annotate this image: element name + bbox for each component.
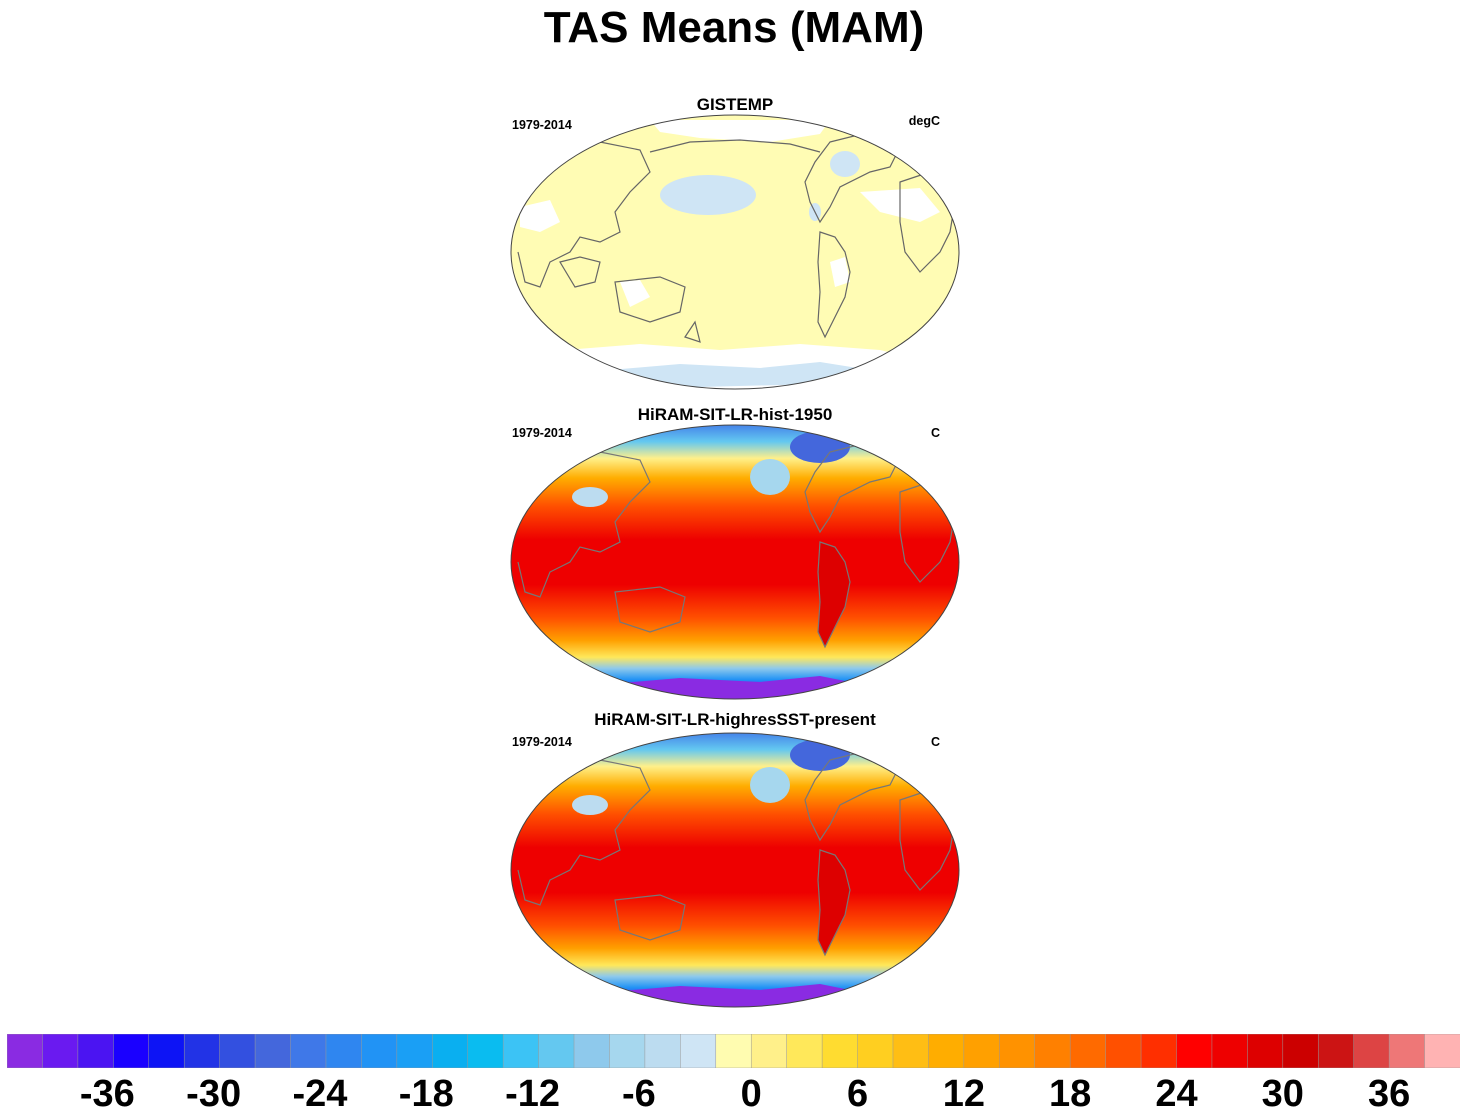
colorbar-swatch [1282, 1034, 1319, 1068]
colorbar-tick-label: 6 [846, 1073, 869, 1115]
colorbar-swatch [1211, 1034, 1248, 1068]
panel-period-label: 1979-2014 [512, 118, 572, 132]
colorbar-swatch [1388, 1034, 1426, 1068]
colorbar-swatch [1176, 1034, 1213, 1068]
map-panel-highressst-present: HiRAM-SIT-LR-highresSST-present 1979-201… [500, 710, 970, 1010]
colorbar-tick-label: -12 [505, 1073, 561, 1115]
colorbar-tick-label: 0 [740, 1073, 762, 1115]
colorbar [7, 1034, 1460, 1068]
colorbar-tick-label: 24 [1155, 1073, 1198, 1115]
colorbar-swatch [254, 1034, 292, 1068]
panel-period-label: 1979-2014 [512, 426, 572, 440]
map-hist-1950 [510, 424, 960, 700]
panel-title: HiRAM-SIT-LR-highresSST-present [594, 710, 876, 729]
colorbar-tick-label: 12 [942, 1073, 985, 1115]
colorbar-swatch [396, 1034, 433, 1068]
map-highressst-present [510, 732, 960, 1008]
colorbar-swatch [1247, 1034, 1284, 1068]
colorbar-swatch [42, 1034, 79, 1068]
colorbar-swatch [857, 1034, 894, 1068]
main-title: TAS Means (MAM) [543, 3, 925, 52]
colorbar-swatch [432, 1034, 469, 1068]
map-panel-hist-1950: HiRAM-SIT-LR-hist-1950 1979-2014 C [500, 402, 970, 702]
colorbar-swatch [644, 1034, 681, 1068]
colorbar-swatch [680, 1034, 717, 1068]
colorbar-swatch [1069, 1034, 1107, 1068]
colorbar-swatch [77, 1034, 114, 1068]
colorbar-tick-label: 18 [1049, 1073, 1092, 1115]
map-gistemp [510, 114, 960, 390]
colorbar-swatch [1140, 1034, 1178, 1068]
colorbar-swatch [325, 1034, 362, 1068]
colorbar-swatch [892, 1034, 929, 1068]
colorbar-swatch [573, 1034, 611, 1068]
colorbar-tick-label: -18 [398, 1073, 454, 1115]
colorbar-swatch [1317, 1034, 1355, 1068]
colorbar-swatch [786, 1034, 823, 1068]
panel-period-label: 1979-2014 [512, 735, 572, 749]
colorbar-swatch [609, 1034, 646, 1068]
colorbar-swatch [7, 1034, 43, 1068]
colorbar-tick-label: -30 [186, 1073, 242, 1115]
panel-title: GISTEMP [696, 95, 774, 114]
map-panel-gistemp: GISTEMP 1979-2014 degC [500, 92, 970, 392]
colorbar-swatch [1105, 1034, 1142, 1068]
colorbar-swatch [183, 1034, 221, 1068]
colorbar-swatch [113, 1034, 150, 1068]
colorbar-tick-label: -24 [292, 1073, 348, 1115]
colorbar-tick-label: -36 [79, 1073, 135, 1115]
colorbar-swatch [750, 1034, 788, 1068]
panel-units-label: C [930, 426, 940, 440]
colorbar-tick-label: -6 [621, 1073, 656, 1115]
colorbar-swatch [999, 1034, 1036, 1068]
colorbar-tick-label: 36 [1367, 1073, 1411, 1115]
panel-title: HiRAM-SIT-LR-hist-1950 [637, 405, 833, 424]
colorbar-swatch [1353, 1034, 1390, 1068]
colorbar-swatch [821, 1034, 859, 1068]
colorbar-swatch [538, 1034, 575, 1068]
colorbar-swatch [290, 1034, 327, 1068]
colorbar-swatch [361, 1034, 398, 1068]
colorbar-swatch [1424, 1034, 1460, 1068]
colorbar-swatch [148, 1034, 185, 1068]
colorbar-swatch [928, 1034, 965, 1068]
colorbar-swatch [963, 1034, 1000, 1068]
colorbar-swatch [715, 1034, 752, 1068]
colorbar-swatch [219, 1034, 256, 1068]
panel-units-label: degC [908, 114, 940, 128]
colorbar-labels: -36 -30 -24 -18 -12 -6 0 6 12 18 24 30 36 [0, 1072, 1468, 1116]
colorbar-swatch [467, 1034, 504, 1068]
colorbar-tick-label: 30 [1261, 1073, 1304, 1115]
panel-units-label: C [930, 735, 940, 749]
colorbar-swatch [502, 1034, 540, 1068]
colorbar-swatch [1034, 1034, 1071, 1068]
